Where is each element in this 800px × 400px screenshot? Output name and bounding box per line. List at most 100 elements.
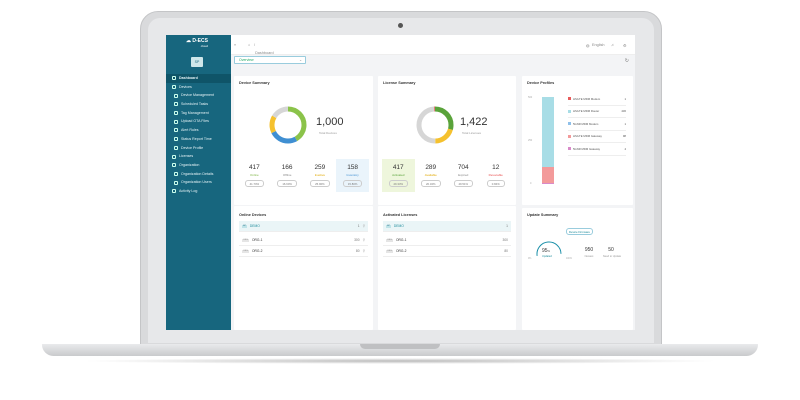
sidebar-item-label: Organization Users (181, 180, 212, 185)
stat-count: 166 (281, 164, 293, 171)
sidebar-item-activity-log[interactable]: Activity Log (166, 187, 231, 196)
org-name: ORG-2 (251, 249, 263, 253)
legend-item[interactable]: HS/LTE MDM Modem 1 (568, 93, 626, 106)
sidebar-item-status-report-time[interactable]: Status Report Time (166, 135, 231, 144)
list-row[interactable]: SP DEMO 1 ⚲ (239, 221, 368, 232)
need-update-label: Need to Update (602, 255, 622, 258)
legend-value: 4 (624, 146, 626, 151)
stat-offline[interactable]: 166 Offline 16.60% (271, 159, 304, 192)
location-pin-icon[interactable]: ⚲ (362, 224, 365, 228)
stat-revocable[interactable]: 12 Revocable 0.84% (480, 159, 513, 192)
stat-label: Offline (282, 173, 292, 177)
update-gauge (536, 241, 562, 256)
sidebar-item-organization[interactable]: Organization (166, 161, 231, 170)
donut-segment (269, 106, 307, 144)
legend-label: 5GNR MDM Gateway (573, 146, 601, 151)
stat-percent: 20.32% (421, 180, 441, 187)
folder-icon (174, 145, 178, 150)
dashboard-icon (172, 76, 176, 81)
collapse-icon[interactable]: « (234, 43, 237, 47)
profile-stacked-bar (542, 97, 554, 184)
legend-swatch (568, 97, 571, 101)
sidebar-item-tag-management[interactable]: Tag Management (166, 109, 231, 118)
legend-item[interactable]: HS/LTE MDM Router 430 (568, 106, 626, 118)
main: « ⌂ / Dashboard ◍ English ♫ ⚙ Overview ⌄ … (231, 35, 635, 330)
gauge-arc (536, 241, 562, 256)
org-name: ORG-2 (395, 249, 407, 253)
stat-inventory[interactable]: 158 Inventory 15.80% (336, 159, 369, 192)
sidebar-item-device-management[interactable]: Device Management (166, 91, 231, 100)
list-row[interactable]: ORG ORG-2 80 ⚲ (239, 246, 368, 257)
stat-count: 12 (492, 164, 500, 171)
laptop-shadow (80, 358, 720, 364)
stat-activated[interactable]: 417 Activated 29.33% (382, 159, 415, 192)
sidebar-item-label: Upload OTA Files (181, 119, 209, 124)
sidebar-item-licenses[interactable]: Licenses (166, 152, 231, 161)
sidebar-item-device-profile[interactable]: Device Profile (166, 144, 231, 153)
legend-value: 1 (624, 121, 626, 126)
stat-count: 417 (248, 164, 260, 171)
sidebar-item-organization-users[interactable]: Organization Users (166, 178, 231, 187)
bell-icon[interactable]: ♫ (611, 43, 614, 47)
info-icon (174, 171, 178, 176)
sidebar-item-devices[interactable]: Devices (166, 83, 231, 92)
list-row[interactable]: ORG ORG-1 300 (383, 235, 511, 246)
total-devices: 1,000 (316, 116, 344, 128)
sidebar-item-organization-details[interactable]: Organization Details (166, 170, 231, 179)
axis-tick: 0 (530, 182, 532, 185)
stat-expired[interactable]: 704 Expired 49.51% (447, 159, 480, 192)
calendar-icon (174, 102, 178, 107)
row-value: 80 (355, 249, 360, 253)
stat-label: Online (250, 173, 259, 177)
list-row[interactable]: ORG ORG-2 80 (383, 246, 511, 257)
sidebar-item-label: Scheduled Tasks (181, 102, 209, 107)
sidebar-item-label: Alert Rules (181, 128, 199, 133)
axis-tick: 500 (528, 96, 533, 99)
scope-select[interactable]: Overview ⌄ (234, 56, 306, 64)
organization-icon (172, 163, 176, 168)
sidebar-item-alert-rules[interactable]: Alert Rules (166, 126, 231, 135)
org-badge: ORG (242, 238, 249, 242)
online-devices-card: Online Devices SP DEMO 1 ⚲ ORG ORG-1 300 ⚲ ORG OR… (234, 206, 373, 330)
gauge-value: 95 (542, 248, 548, 254)
legend-item[interactable]: HS/LTE MDM Gateway 98 (568, 131, 626, 143)
sidebar-item-scheduled-tasks[interactable]: Scheduled Tasks (166, 100, 231, 109)
sidebar-item-label: Devices (179, 84, 192, 89)
sidebar-item-upload-ota-files[interactable]: Upload OTA Files (166, 117, 231, 126)
home-icon[interactable]: ⌂ (248, 43, 251, 47)
total-licenses-label: Total Licenses (462, 131, 482, 135)
bar-segment (542, 97, 554, 168)
legend-label: HS/LTE MDM Gateway (573, 134, 602, 139)
legend-swatch (568, 109, 571, 113)
settings-icon[interactable]: ⚙ (623, 44, 627, 48)
row-value: 1 (357, 224, 360, 228)
sidebar-item-dashboard[interactable]: Dashboard (166, 74, 231, 83)
language-select[interactable]: English (592, 43, 605, 47)
location-pin-icon[interactable]: ⚲ (362, 249, 365, 253)
refresh-icon[interactable]: ↻ (624, 58, 629, 64)
stat-available[interactable]: 289 Available 20.32% (415, 159, 448, 192)
stat-online[interactable]: 417 Online 41.70% (238, 159, 271, 192)
license-stats: 417 Activated 29.33% 289 Available 20.32% 704 E… (382, 159, 512, 192)
org-name: ORG-1 (395, 238, 407, 242)
user-icon (174, 180, 178, 185)
card-title: Device Summary (239, 81, 270, 85)
list-row[interactable]: SP DEMO 1 (383, 221, 511, 232)
cloud-icon: ☁ (186, 38, 193, 44)
legend-item[interactable]: 5GNR MDM Gateway 4 (568, 143, 626, 156)
firmware-tag[interactable]: Device Firmware (566, 228, 593, 235)
sidebar-item-label: Device Profile (181, 145, 204, 150)
legend-label: HS/LTE MDM Router (573, 109, 600, 114)
list-row[interactable]: ORG ORG-1 300 ⚲ (239, 235, 368, 246)
device-donut (269, 106, 307, 144)
list-icon (174, 93, 178, 98)
update-summary-card: Update Summary Device Firmware 95% Updat… (522, 208, 633, 330)
legend-item[interactable]: 5GNR MDM Modem 1 (568, 118, 626, 131)
card-title: Device Profiles (527, 81, 555, 85)
stat-inactive[interactable]: 259 Inactive 25.90% (304, 159, 337, 192)
bar-segment (542, 167, 554, 184)
avatar[interactable]: SP (191, 57, 203, 67)
location-pin-icon[interactable]: ⚲ (362, 238, 365, 242)
globe-icon[interactable]: ◍ (586, 44, 590, 48)
chevron-down-icon: ⌄ (299, 58, 302, 62)
